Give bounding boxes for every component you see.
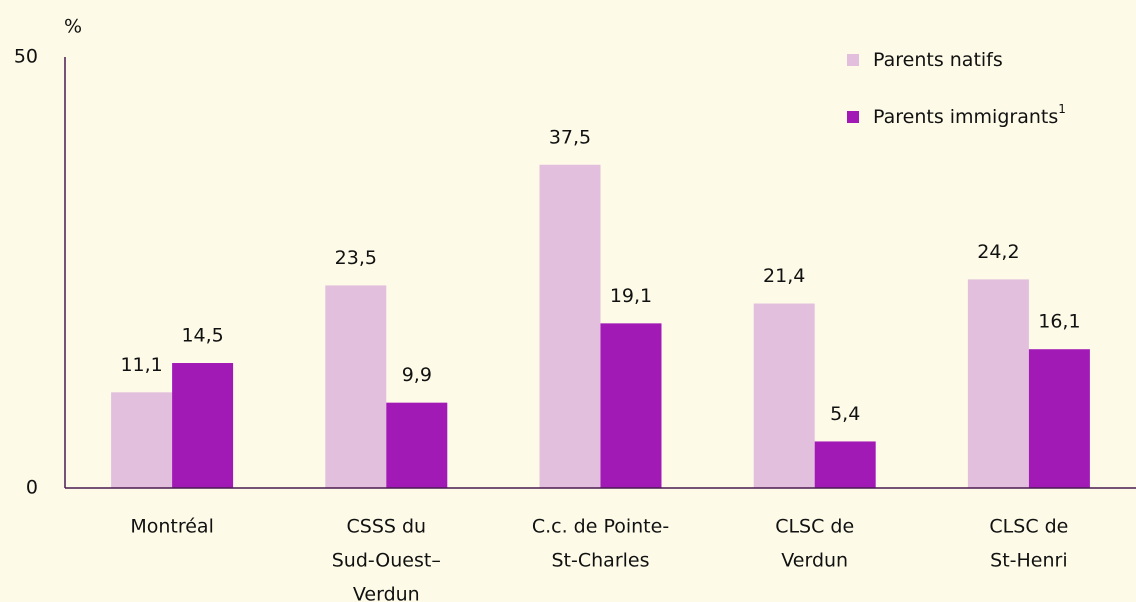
- x-tick-label: Verdun: [781, 550, 848, 572]
- legend-swatch: [847, 54, 859, 66]
- bar: [600, 323, 662, 488]
- legend-label: Parents immigrants1: [873, 102, 1066, 128]
- legend-label: Parents natifs: [873, 49, 1003, 71]
- bar: [1028, 349, 1090, 488]
- bar: [814, 441, 876, 488]
- legend-note: 1: [1058, 102, 1066, 116]
- value-label: 9,9: [402, 364, 432, 386]
- x-tick-label: CLSC de: [989, 516, 1068, 538]
- bar: [753, 303, 815, 488]
- x-tick-label: C.c. de Pointe-: [532, 516, 669, 538]
- x-tick-label: CLSC de: [775, 516, 854, 538]
- x-tick-label: St-Charles: [552, 550, 650, 572]
- bar: [967, 279, 1029, 488]
- value-label: 23,5: [335, 247, 377, 269]
- value-label: 24,2: [977, 241, 1019, 263]
- value-label: 37,5: [549, 126, 591, 148]
- value-label: 5,4: [830, 403, 860, 425]
- value-label: 16,1: [1038, 311, 1080, 333]
- x-tick-label: St-Henri: [990, 550, 1067, 572]
- x-tick-label: Sud-Ouest–: [332, 550, 441, 572]
- legend-name: Parents natifs: [873, 49, 1003, 71]
- value-label: 14,5: [181, 325, 223, 347]
- x-tick-label: Verdun: [353, 584, 420, 602]
- x-tick-label: CSSS du: [347, 516, 427, 538]
- legend-name: Parents immigrants: [873, 106, 1058, 128]
- value-label: 11,1: [120, 354, 162, 376]
- value-label: 19,1: [610, 285, 652, 307]
- bar: [111, 392, 173, 488]
- bar: [539, 164, 601, 488]
- value-label: 21,4: [763, 265, 805, 287]
- bar: [325, 285, 387, 488]
- y-tick-label: 50: [14, 46, 38, 68]
- bar: [386, 402, 448, 488]
- legend-swatch: [847, 111, 859, 123]
- x-tick-label: Montréal: [130, 516, 214, 538]
- y-axis-label: %: [64, 16, 82, 38]
- bar: [172, 363, 234, 488]
- y-tick-label: 0: [26, 477, 38, 499]
